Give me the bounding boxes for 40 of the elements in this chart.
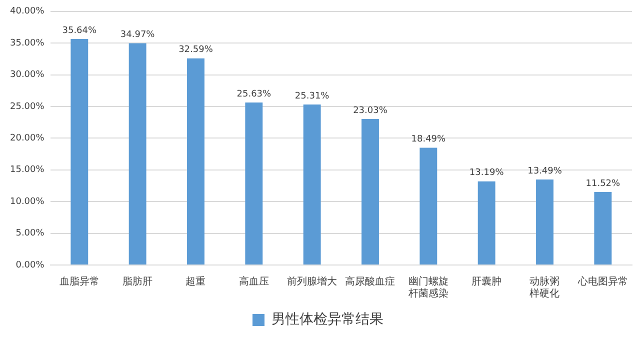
y-tick-label: 40.00% (10, 6, 45, 17)
data-label: 23.03% (353, 106, 388, 116)
bar (187, 58, 204, 264)
x-tick-label: 血脂异常 (59, 276, 100, 288)
bar (303, 104, 321, 264)
x-tick-label: 前列腺增大 (287, 276, 338, 288)
data-label: 11.52% (586, 178, 621, 189)
bar (70, 39, 88, 264)
y-tick-label: 25.00% (10, 102, 45, 112)
legend-label: 男性体检异常结果 (272, 312, 384, 328)
bar (420, 148, 438, 264)
y-tick-label: 20.00% (10, 134, 45, 144)
x-tick-label: 超重 (186, 276, 206, 288)
data-label: 34.97% (120, 30, 156, 40)
y-tick-label: 35.00% (10, 38, 45, 48)
bar (245, 102, 263, 264)
y-tick-label: 0.00% (16, 260, 45, 270)
y-tick-label: 5.00% (16, 228, 45, 239)
data-label: 25.31% (294, 91, 330, 102)
data-label: 13.49% (528, 166, 562, 176)
x-tick-label: 高尿酸血症 (345, 276, 396, 288)
data-label: 35.64% (62, 26, 97, 36)
y-tick-label: 30.00% (10, 70, 45, 80)
bar (128, 43, 146, 264)
x-tick-label: 心电图异常 (576, 276, 628, 288)
data-label: 32.59% (178, 45, 214, 56)
bar (594, 192, 612, 264)
x-tick-label: 动脉粥样硬化 (530, 276, 560, 300)
y-tick-label: 10.00% (10, 196, 45, 207)
x-tick-label: 高血压 (238, 276, 269, 288)
data-label: 25.63% (236, 89, 272, 100)
bar (478, 181, 496, 264)
x-tick-label: 肝囊肿 (472, 276, 502, 288)
bar (536, 179, 554, 264)
bar (362, 118, 379, 264)
x-tick-label: 脂肪肝 (122, 276, 153, 288)
data-label: 13.19% (469, 168, 504, 178)
x-tick-label: 幽门螺旋杆菌感染 (407, 276, 448, 300)
y-tick-label: 15.00% (10, 165, 45, 176)
data-label: 18.49% (411, 134, 446, 145)
